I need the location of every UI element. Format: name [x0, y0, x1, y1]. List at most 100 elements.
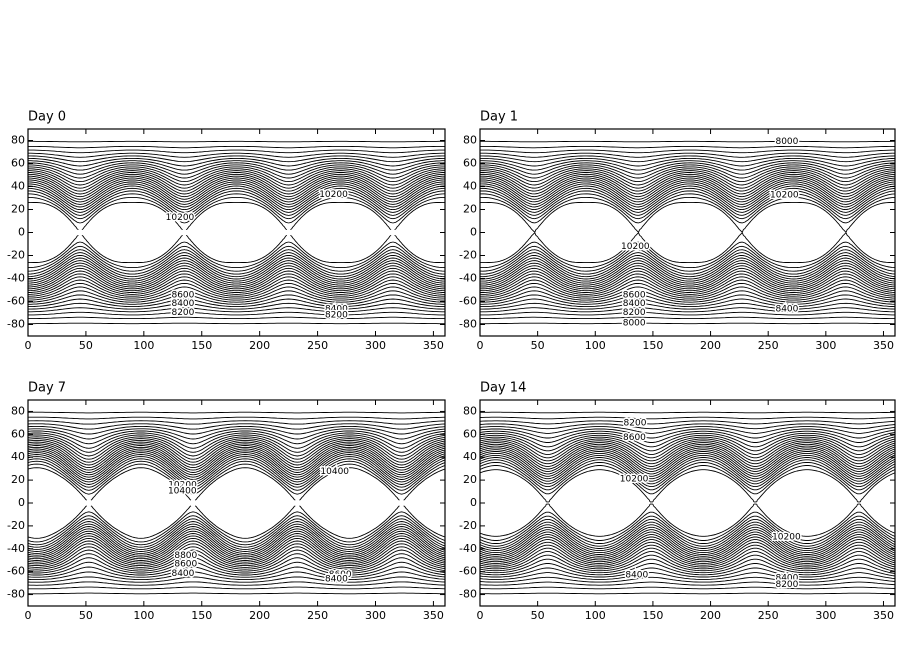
x-tick-label: 350 [423, 339, 444, 352]
panel-title: Day 14 [480, 381, 526, 396]
contour-line [480, 168, 895, 297]
x-tick-label: 300 [365, 339, 386, 352]
contour-label: 8200 [325, 310, 348, 320]
contour-label: 8200 [623, 308, 646, 318]
x-tick-label: 50 [79, 339, 93, 352]
y-tick-label: -60 [459, 565, 477, 578]
contour-line [480, 469, 895, 537]
panel-title: Day 1 [480, 110, 518, 125]
contour-line [28, 428, 445, 578]
y-tick-label: -20 [7, 249, 25, 262]
contour-label: 8600 [623, 291, 646, 301]
contour-line [28, 460, 445, 546]
contour-line [28, 436, 445, 570]
y-tick-label: 0 [470, 226, 477, 239]
x-tick-label: 200 [249, 339, 270, 352]
y-tick-label: -40 [7, 542, 25, 555]
x-tick-label: 350 [873, 609, 894, 622]
contour-label: 10200 [621, 242, 650, 252]
contour-label: 8400 [775, 574, 798, 584]
contour-line [28, 434, 445, 572]
contour-line [28, 185, 445, 280]
x-tick-label: 250 [307, 609, 328, 622]
contour-line [28, 196, 445, 269]
contour-line [480, 183, 895, 282]
contour-line [480, 196, 895, 269]
contour-line [480, 202, 895, 263]
contour-line [480, 454, 895, 552]
contour-line [28, 411, 445, 595]
contour-line [28, 425, 445, 581]
contour-line [28, 420, 445, 586]
contour-label: 10400 [320, 467, 349, 477]
x-tick-label: 250 [758, 339, 779, 352]
contour-line [28, 177, 445, 288]
x-tick-label: 100 [585, 609, 606, 622]
contour-line [480, 428, 895, 578]
contour-line [480, 155, 895, 310]
contour-label: 8400 [625, 570, 648, 580]
contour-line [28, 175, 445, 290]
y-tick-label: 20 [463, 203, 477, 216]
y-tick-label: -20 [459, 249, 477, 262]
contour-line [480, 462, 895, 544]
plot-frame [27, 128, 446, 337]
contour-line [28, 187, 445, 278]
y-tick-label: 40 [11, 450, 25, 463]
contour-line [480, 177, 895, 288]
contour-line [480, 451, 895, 555]
contour-line [28, 140, 445, 325]
x-tick-label: 200 [249, 609, 270, 622]
contour-label: 8800 [174, 551, 197, 561]
y-tick-label: 20 [11, 203, 25, 216]
contour-line [28, 170, 445, 295]
y-tick-label: -60 [459, 295, 477, 308]
contour-line [480, 193, 895, 272]
contour-line [480, 164, 895, 301]
contour-line [28, 439, 445, 567]
y-tick-label: -80 [459, 318, 477, 331]
panel-title: Day 7 [28, 381, 66, 396]
x-tick-label: 300 [815, 609, 836, 622]
contour-label: 8000 [623, 319, 646, 329]
contour-line [28, 168, 445, 297]
x-tick-label: 150 [191, 609, 212, 622]
contour-label: 8200 [775, 580, 798, 590]
contour-line [480, 447, 895, 559]
contour-line [28, 416, 445, 590]
contour-line [480, 442, 895, 564]
x-tick-label: 200 [700, 339, 721, 352]
contour-line [28, 450, 445, 556]
y-tick-label: 80 [11, 134, 25, 147]
contour-line [28, 202, 445, 263]
contour-line [28, 172, 445, 293]
contour-line [480, 449, 895, 557]
contour-line [480, 452, 895, 554]
contour-line [480, 416, 895, 590]
contours [480, 411, 895, 595]
y-tick-label: 60 [463, 157, 477, 170]
contours [28, 140, 445, 325]
y-tick-label: -60 [7, 295, 25, 308]
x-tick-label: 100 [585, 339, 606, 352]
contour-line [28, 190, 445, 275]
contour-line [28, 445, 445, 561]
y-tick-label: 60 [11, 157, 25, 170]
contour-label: 10400 [168, 486, 197, 496]
x-tick-label: 300 [815, 339, 836, 352]
contour-line [480, 173, 895, 292]
y-tick-label: 80 [11, 404, 25, 417]
x-tick-label: 150 [642, 609, 663, 622]
contour-line [28, 446, 445, 560]
y-tick-label: -20 [459, 519, 477, 532]
x-tick-label: 50 [531, 339, 545, 352]
contour-line [28, 423, 445, 583]
y-tick-label: 0 [470, 496, 477, 509]
contour-line [28, 162, 445, 303]
contour-line [28, 164, 445, 301]
contour-label: 8600 [329, 570, 352, 580]
y-tick-label: -80 [7, 318, 25, 331]
